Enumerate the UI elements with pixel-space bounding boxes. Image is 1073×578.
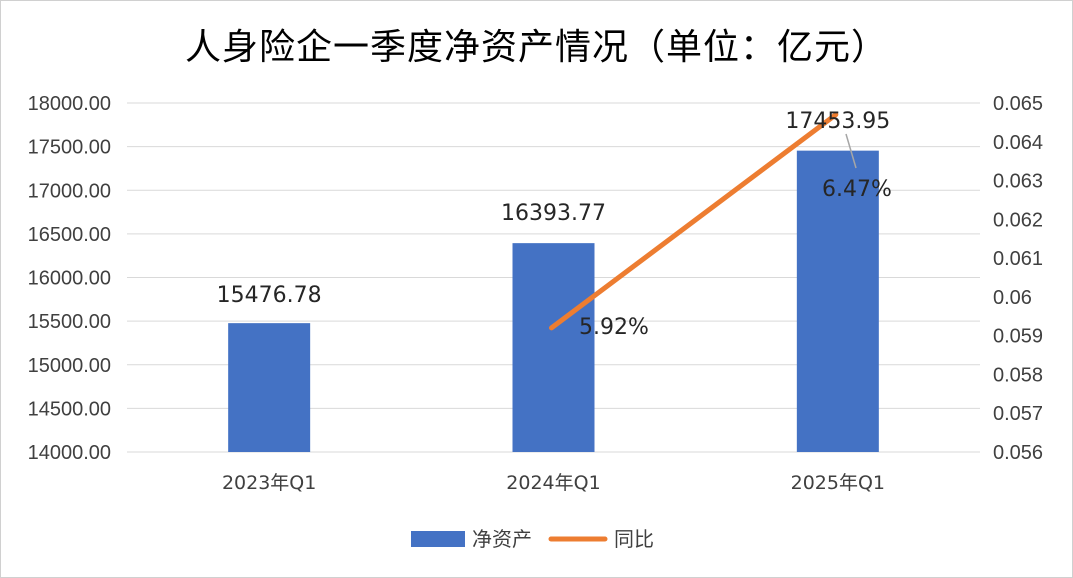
y2-tick-label: 0.059 [993,326,1043,348]
line-series [549,112,839,331]
chart-title: 人身险企一季度净资产情况（单位：亿元） [184,27,888,68]
y2-tick-label: 0.065 [993,93,1043,115]
line-data-label: 5.92% [579,315,649,340]
right-axis: 0.056 0.057 0.058 0.059 0.06 0.061 0.062 0.063 0… [993,93,1043,464]
line-data-label: 6.47% [822,177,892,202]
y-tick-label: 15500.00 [28,311,111,333]
y-tick-label: 17500.00 [28,137,111,159]
legend-label-bar: 净资产 [472,527,532,551]
bar-data-label: 16393.77 [501,201,606,226]
y-tick-label: 18000.00 [28,93,111,115]
y-tick-label: 16000.00 [28,268,111,290]
y2-tick-label: 0.056 [993,442,1043,464]
y2-tick-label: 0.062 [993,209,1043,231]
y-tick-label: 16500.00 [28,224,111,246]
bar [228,323,311,452]
y2-tick-label: 0.061 [993,248,1043,270]
y2-tick-label: 0.058 [993,364,1043,386]
legend-label-line: 同比 [614,527,654,551]
category-axis: 2023年Q1 2024年Q1 2025年Q1 [222,472,885,494]
y-tick-label: 14000.00 [28,442,111,464]
y-tick-label: 15000.00 [28,355,111,377]
bar [796,150,879,452]
y2-tick-label: 0.063 [993,171,1043,193]
legend: 净资产 同比 [411,527,654,551]
x-tick-label: 2025年Q1 [791,472,885,494]
y2-tick-label: 0.064 [993,132,1043,154]
bar-data-label: 15476.78 [217,283,322,308]
line-path [549,112,839,331]
left-axis: 14000.00 14500.00 15000.00 15500.00 16000.00… [28,93,111,464]
leader-line [845,133,857,169]
x-tick-label: 2024年Q1 [506,472,600,494]
bar-series [228,150,879,452]
x-tick-label: 2023年Q1 [222,472,316,494]
legend-swatch-bar [411,531,465,547]
bar-data-label: 17453.95 [785,109,890,134]
y-tick-label: 14500.00 [28,398,111,420]
bar [512,243,595,452]
y-tick-label: 17000.00 [28,180,111,202]
data-labels: 15476.78 16393.77 17453.95 5.92% 6.47% [217,109,892,340]
y2-tick-label: 0.057 [993,403,1043,425]
y2-tick-label: 0.06 [993,287,1032,309]
